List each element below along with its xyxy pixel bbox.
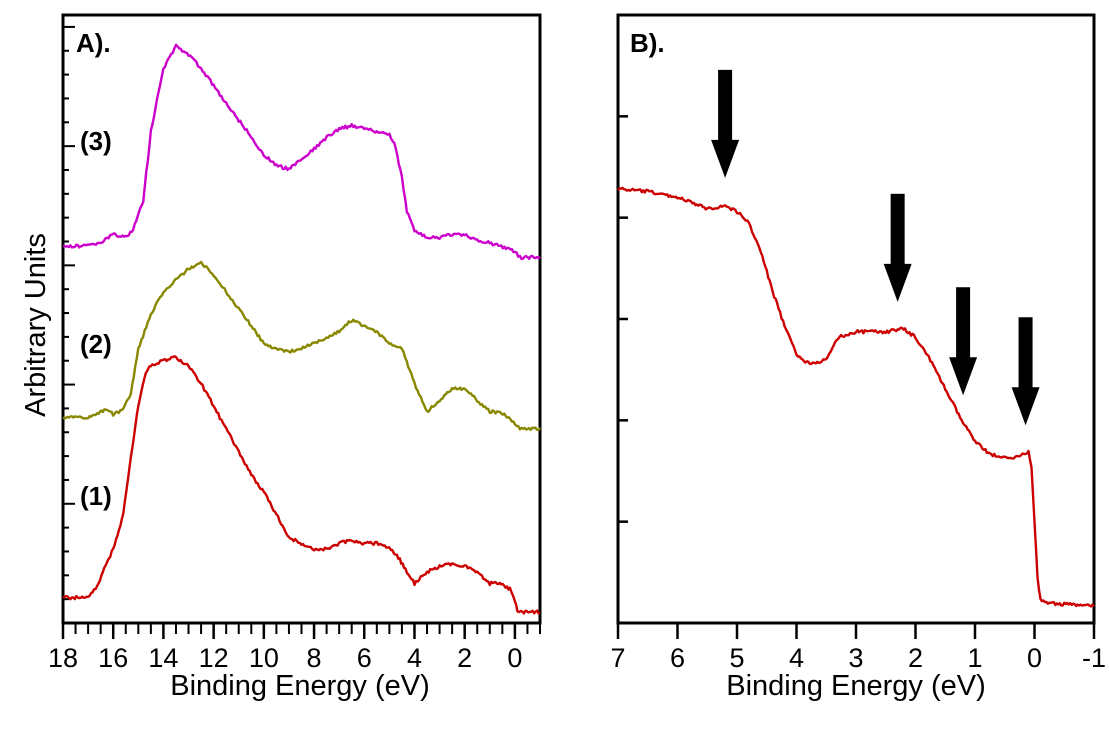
panel-a-x-axis-title: Binding Energy (eV) xyxy=(170,670,430,702)
panel-a-x-tick-label: 14 xyxy=(148,643,178,673)
panel-a-ticks: 18 16 14 12 10 8 6 4 2 0 xyxy=(48,25,541,673)
panel-a-x-tick-label: 4 xyxy=(407,643,422,673)
panel-b-x-tick-label: 7 xyxy=(610,643,625,673)
panel-a-series-line-1 xyxy=(62,355,541,615)
panel-a-series-line-3 xyxy=(62,43,541,261)
panel-a-x-tick-label: 2 xyxy=(457,643,472,673)
y-axis-title: Arbitrary Units xyxy=(20,233,52,417)
panel-a-x-tick-label: 0 xyxy=(507,643,522,673)
panel-a-x-tick-label: 10 xyxy=(249,643,279,673)
down-arrow-icon xyxy=(1011,317,1040,426)
panel-b-x-tick-label: 6 xyxy=(670,643,685,673)
panel-b-x-tick-label: 2 xyxy=(908,643,923,673)
down-arrow-icon xyxy=(883,193,912,302)
panel-b-x-tick-label: 0 xyxy=(1027,643,1042,673)
panel-b-ticks: 7 6 5 4 3 2 1 0 -1 xyxy=(610,115,1106,673)
panel-b-curves xyxy=(617,186,1095,608)
down-arrow-icon xyxy=(711,69,740,178)
panel-b: 7 6 5 4 3 2 1 0 -1 B). Binding Energy (eV) xyxy=(610,13,1106,702)
panel-a-series-line-2 xyxy=(62,260,541,432)
panel-a-x-tick-label: 18 xyxy=(48,643,78,673)
curve-label-3: (3) xyxy=(80,126,112,156)
down-arrow-icon xyxy=(949,287,978,396)
curve-label-2: (2) xyxy=(80,329,112,359)
panel-b-x-tick-label: 5 xyxy=(729,643,744,673)
panel-b-x-tick-label: 1 xyxy=(967,643,982,673)
panel-b-series-line-1 xyxy=(617,186,1095,608)
panel-a-label: A). xyxy=(76,28,111,58)
panel-b-label: B). xyxy=(630,28,665,58)
panel-b-x-tick-label: -1 xyxy=(1082,643,1106,673)
panel-b-arrows xyxy=(711,69,1040,426)
panel-a-frame xyxy=(61,13,542,625)
panel-a-curves xyxy=(62,43,541,615)
panel-b-x-tick-label: 4 xyxy=(789,643,804,673)
panel-a: 18 16 14 12 10 8 6 4 2 0 A). (3) (2) (1) Binding … xyxy=(48,13,542,702)
panel-b-x-tick-label: 3 xyxy=(848,643,863,673)
panel-b-x-axis-title: Binding Energy (eV) xyxy=(726,670,986,702)
panel-a-x-tick-label: 8 xyxy=(307,643,322,673)
curve-label-1: (1) xyxy=(80,481,112,511)
panel-a-x-tick-label: 12 xyxy=(199,643,229,673)
panel-a-x-tick-label: 6 xyxy=(357,643,372,673)
panel-a-x-tick-label: 16 xyxy=(98,643,128,673)
